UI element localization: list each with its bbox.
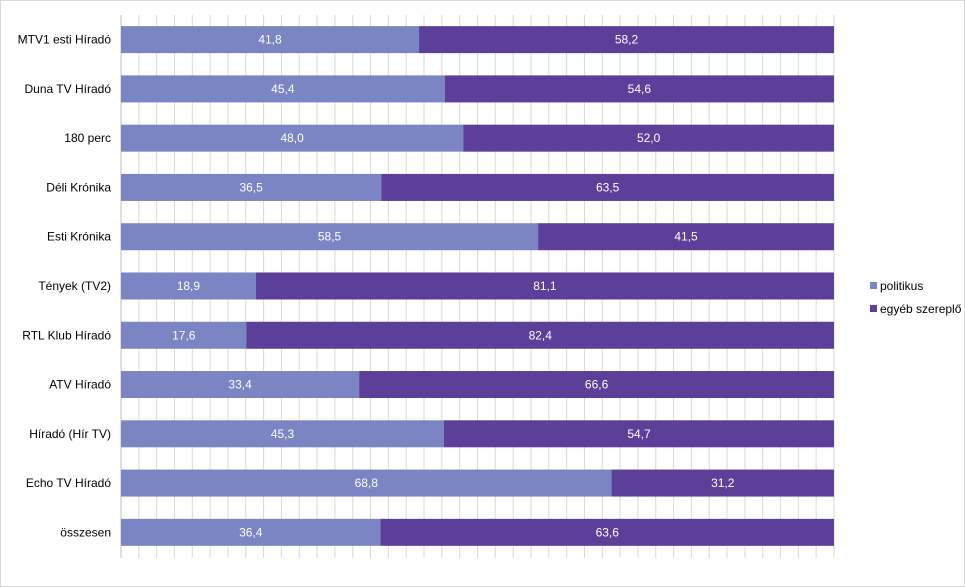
bar-politikus bbox=[121, 173, 382, 201]
data-label: 54,7 bbox=[627, 427, 651, 441]
category-label: MTV1 esti Híradó bbox=[18, 33, 112, 47]
legend: politikus egyéb szereplő bbox=[870, 277, 961, 323]
legend-item-politikus: politikus bbox=[870, 277, 961, 294]
bar-egyeb-szereplo bbox=[611, 469, 834, 497]
bar-egyeb-szereplo bbox=[246, 321, 834, 349]
bar-egyeb-szereplo bbox=[463, 124, 834, 152]
legend-label-egyeb-szereplo: egyéb szereplő bbox=[880, 301, 962, 316]
category-label: összesen bbox=[60, 525, 111, 539]
data-label: 68,8 bbox=[355, 476, 379, 490]
bar-politikus bbox=[121, 518, 381, 546]
bar-egyeb-szereplo bbox=[538, 223, 834, 251]
bar-egyeb-szereplo bbox=[380, 518, 834, 546]
legend-swatch-politikus bbox=[870, 282, 877, 289]
legend-item-egyeb-szereplo: egyéb szereplő bbox=[870, 300, 961, 317]
bar-politikus bbox=[121, 321, 247, 349]
bar-politikus bbox=[121, 223, 539, 251]
data-label: 48,0 bbox=[280, 131, 304, 145]
data-label: 36,5 bbox=[239, 180, 263, 194]
bar-egyeb-szereplo bbox=[381, 173, 834, 201]
data-label: 45,4 bbox=[271, 82, 295, 96]
category-label: Duna TV Híradó bbox=[25, 82, 112, 96]
bar-politikus bbox=[121, 124, 464, 152]
category-label: Déli Krónika bbox=[46, 180, 111, 194]
data-label: 41,5 bbox=[674, 230, 698, 244]
data-label: 81,1 bbox=[533, 279, 557, 293]
bars bbox=[121, 26, 834, 546]
data-label: 52,0 bbox=[637, 131, 661, 145]
data-label: 18,9 bbox=[177, 279, 201, 293]
data-label: 82,4 bbox=[529, 328, 553, 342]
category-label: ATV Híradó bbox=[49, 378, 111, 392]
bar-politikus bbox=[121, 469, 612, 497]
data-label: 41,8 bbox=[258, 33, 282, 47]
category-label: Echo TV Híradó bbox=[26, 476, 111, 490]
data-label: 36,4 bbox=[239, 525, 263, 539]
labels: MTV1 esti Híradó 41,8 58,2 Duna TV Híradó 45… bbox=[18, 33, 735, 540]
bar-egyeb-szereplo bbox=[359, 371, 834, 399]
data-label: 54,6 bbox=[628, 82, 652, 96]
data-label: 58,2 bbox=[615, 33, 639, 47]
category-label: 180 perc bbox=[64, 131, 111, 145]
category-label: Tények (TV2) bbox=[38, 279, 111, 293]
bar-politikus bbox=[121, 371, 360, 399]
data-label: 63,5 bbox=[596, 180, 620, 194]
data-label: 45,3 bbox=[271, 427, 295, 441]
legend-swatch-egyeb-szereplo bbox=[870, 305, 877, 312]
data-label: 17,6 bbox=[172, 328, 196, 342]
category-label: Esti Krónika bbox=[47, 230, 111, 244]
bar-egyeb-szereplo bbox=[419, 26, 834, 54]
bar-egyeb-szereplo bbox=[444, 75, 834, 103]
bar-politikus bbox=[121, 26, 420, 54]
data-label: 58,5 bbox=[318, 230, 342, 244]
data-label: 63,6 bbox=[596, 525, 620, 539]
legend-label-politikus: politikus bbox=[880, 278, 924, 293]
category-label: Híradó (Hír TV) bbox=[29, 427, 111, 441]
bar-politikus bbox=[121, 75, 445, 103]
data-label: 33,4 bbox=[228, 378, 252, 392]
bar-egyeb-szereplo bbox=[443, 420, 834, 448]
bar-egyeb-szereplo bbox=[255, 272, 834, 300]
bar-politikus bbox=[121, 272, 256, 300]
data-label: 31,2 bbox=[711, 476, 735, 490]
data-label: 66,6 bbox=[585, 378, 609, 392]
category-label: RTL Klub Híradó bbox=[22, 328, 111, 342]
bar-politikus bbox=[121, 420, 444, 448]
